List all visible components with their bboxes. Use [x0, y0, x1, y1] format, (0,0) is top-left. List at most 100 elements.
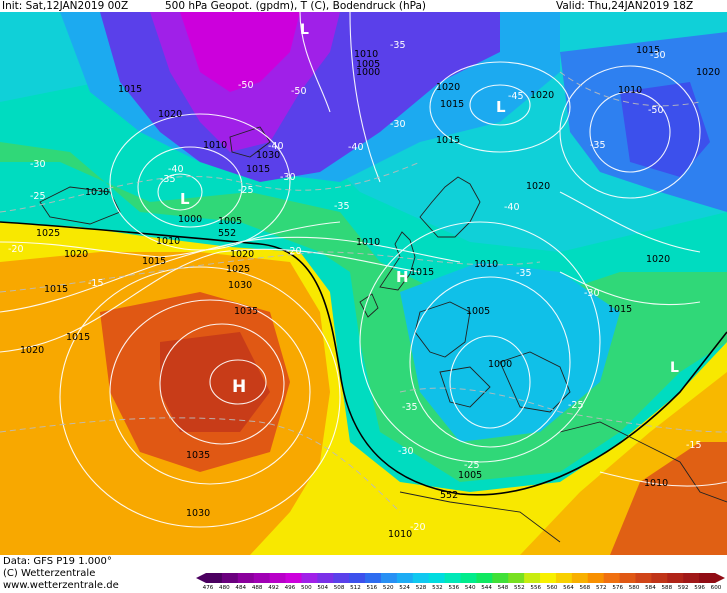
legend-swatch [699, 573, 716, 583]
svg-text:-35: -35 [390, 40, 406, 51]
website-url[interactable]: www.wetterzentrale.de [3, 580, 119, 591]
svg-text:552: 552 [218, 228, 236, 239]
svg-text:1015: 1015 [440, 99, 464, 110]
legend-swatch [524, 573, 541, 583]
legend-swatch [428, 573, 446, 583]
legend-tick-label: 548 [497, 585, 509, 591]
svg-text:1010: 1010 [388, 529, 412, 540]
legend-tick-label: 492 [268, 585, 279, 591]
legend-swatch [555, 573, 573, 583]
svg-text:-25: -25 [30, 191, 46, 202]
legend-tick-label: 512 [350, 585, 361, 591]
legend-swatch [635, 573, 652, 583]
svg-text:1020: 1020 [20, 345, 44, 356]
svg-text:1005: 1005 [218, 216, 242, 227]
legend-tick-label: 560 [546, 585, 558, 591]
legend-swatch [333, 573, 350, 583]
svg-text:-30: -30 [30, 159, 46, 170]
svg-text:1015: 1015 [246, 164, 270, 175]
legend-swatch [683, 573, 700, 583]
coastlines [39, 126, 727, 543]
legend-swatch [540, 573, 557, 583]
field-east-core [620, 82, 710, 177]
legend-tick-labels: 476 480 484 488 492 496 500 504 508 512 516 520 524 5… [202, 584, 722, 592]
legend-tick-label: 596 [694, 585, 705, 591]
svg-text:1030: 1030 [186, 508, 210, 519]
legend-swatch [603, 573, 621, 583]
svg-text:1030: 1030 [256, 150, 280, 161]
legend-tick-label: 480 [219, 585, 230, 591]
svg-text:-50: -50 [648, 105, 664, 116]
high-center-atlantic: H [232, 377, 246, 397]
color-legend-bar [196, 573, 725, 583]
isobars [0, 12, 727, 528]
svg-text:1015: 1015 [436, 135, 460, 146]
legend-tick-label: 504 [317, 585, 329, 591]
low-center-north-top: L [300, 22, 309, 38]
legend-swatch [206, 573, 223, 583]
svg-text:1010: 1010 [354, 49, 378, 60]
svg-text:1020: 1020 [158, 109, 182, 120]
svg-text:-50: -50 [291, 86, 307, 97]
svg-text:1000: 1000 [488, 359, 512, 370]
svg-text:1010: 1010 [156, 236, 180, 247]
legend-tick-label: 496 [284, 585, 296, 591]
low-center-scandinavia: L [496, 98, 506, 116]
svg-text:-45: -45 [508, 91, 524, 102]
legend-tick-label: 484 [235, 585, 247, 591]
svg-text:-40: -40 [348, 142, 364, 153]
legend-swatch [571, 573, 589, 583]
svg-text:1015: 1015 [636, 45, 660, 56]
legend-tick-label: 592 [677, 585, 689, 591]
legend-swatch [365, 573, 382, 583]
legend-tick-label: 520 [382, 585, 394, 591]
legend-swatch [349, 573, 366, 583]
svg-text:1020: 1020 [64, 249, 88, 260]
svg-text:-25: -25 [464, 460, 480, 471]
svg-text:-40: -40 [268, 141, 284, 152]
legend-tick-label: 584 [645, 585, 656, 591]
temperature-labels: -50-50 -45 -40 -40-30 -30-35-30 -25-35-50 … [8, 40, 702, 533]
legend-arrow-right [715, 573, 725, 583]
svg-text:-35: -35 [160, 174, 176, 185]
legend-tick-label: 500 [300, 585, 312, 591]
legend-tick-label: 588 [661, 585, 673, 591]
svg-text:-20: -20 [410, 522, 426, 533]
valid-time: Valid: Thu,24JAN2019 18Z [556, 0, 694, 12]
svg-text:552: 552 [440, 490, 458, 501]
svg-text:1020: 1020 [530, 90, 554, 101]
svg-text:-50: -50 [238, 80, 254, 91]
geopot-552-line [0, 221, 727, 496]
legend-tick-label: 524 [399, 585, 410, 591]
legend-swatch [460, 573, 477, 583]
svg-text:-15: -15 [686, 440, 702, 451]
svg-text:-35: -35 [334, 201, 350, 212]
legend-tick-label: 476 [202, 585, 214, 591]
field-east-warm-core [610, 442, 727, 555]
svg-text:1005: 1005 [356, 59, 380, 70]
svg-text:-30: -30 [650, 50, 666, 61]
legend-tick-label: 532 [432, 585, 443, 591]
legend-tick-label: 572 [595, 585, 607, 591]
init-time: Init: Sat,12JAN2019 00Z [2, 0, 129, 12]
high-center-north-sea: H [396, 268, 409, 286]
map-header: Init: Sat,12JAN2019 00Z 500 hPa Geopot. … [0, 0, 727, 12]
svg-text:1035: 1035 [234, 306, 258, 317]
svg-text:-40: -40 [168, 164, 184, 175]
svg-text:1025: 1025 [226, 264, 250, 275]
svg-text:1020: 1020 [230, 249, 254, 260]
svg-text:1015: 1015 [410, 267, 434, 278]
svg-text:-25: -25 [238, 185, 254, 196]
svg-text:1030: 1030 [228, 280, 252, 291]
legend-tick-label: 600 [710, 585, 722, 591]
svg-text:1015: 1015 [608, 304, 632, 315]
legend-swatch [396, 573, 414, 583]
svg-text:-40: -40 [504, 202, 520, 213]
svg-text:-25: -25 [568, 400, 584, 411]
legend-tick-label: 544 [481, 585, 492, 591]
svg-text:1005: 1005 [458, 470, 482, 481]
map-title: 500 hPa Geopot. (gpdm), T (C), Bodendruc… [165, 0, 426, 12]
legend-swatch [317, 573, 334, 583]
svg-text:1010: 1010 [356, 237, 380, 248]
pressure-labels: 1015 1020 1010 1000 1005 1020 1025 1030 1035 1… [20, 45, 720, 540]
